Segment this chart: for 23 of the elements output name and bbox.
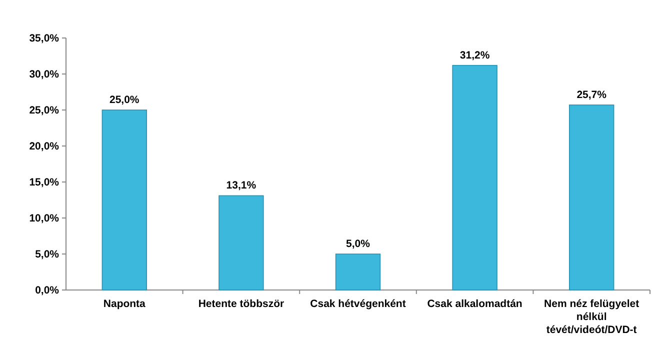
y-tick-label: 25,0% — [29, 104, 60, 117]
bar — [218, 195, 264, 290]
y-tick-label: 20,0% — [29, 140, 60, 153]
data-label: 25,0% — [110, 94, 140, 106]
y-tick-label: 5,0% — [35, 248, 60, 261]
bar — [335, 254, 381, 290]
y-tick-label: 10,0% — [29, 212, 60, 225]
bar — [569, 104, 614, 290]
y-tick-label: 30,0% — [29, 68, 60, 81]
bar — [452, 64, 498, 290]
x-tick-label: Nem néz felügyelet nélkül tévét/videót/DVD-t — [544, 298, 640, 336]
y-tick-label: 15,0% — [29, 176, 60, 189]
x-tick-label: Csak hétvégenként — [310, 298, 406, 310]
bar — [102, 110, 147, 290]
y-tick-label: 0,0% — [35, 284, 60, 297]
data-label: 25,7% — [576, 88, 608, 101]
x-tick-label: Hetente többször — [198, 298, 284, 310]
x-tick-label: Naponta — [103, 298, 146, 310]
data-label: 5,0% — [346, 238, 371, 250]
y-tick-label: 35,0% — [29, 32, 60, 45]
x-tick-label: Csak alkalomadtán — [427, 298, 522, 310]
data-label: 31,2% — [460, 49, 490, 62]
data-label: 13,1% — [226, 180, 257, 192]
